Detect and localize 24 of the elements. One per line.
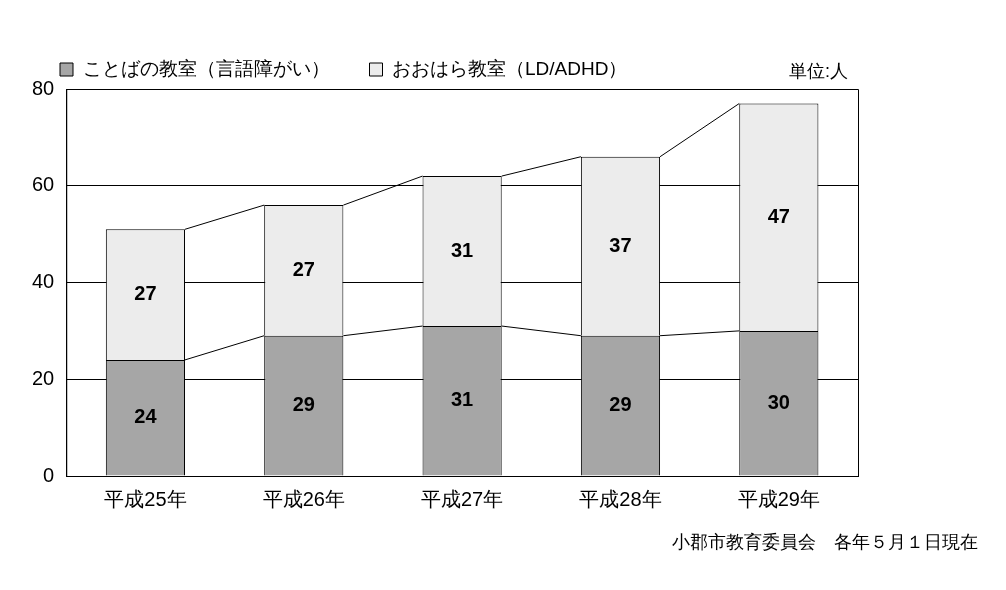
y-tick-label: 40 [32, 270, 55, 293]
legend-label: ことばの教室（言語障がい） [82, 57, 330, 79]
y-tick-label: 60 [32, 173, 55, 196]
legend-label: おおはら教室（LD/ADHD） [392, 57, 628, 79]
x-tick-label: 平成29年 [737, 487, 820, 510]
y-tick-label: 0 [43, 463, 55, 486]
x-tick-label: 平成28年 [579, 487, 662, 510]
data-label: 31 [451, 238, 474, 261]
data-label: 29 [292, 393, 315, 416]
y-tick-label: 20 [32, 366, 55, 389]
data-label: 30 [767, 390, 790, 413]
text: 単位:人 [788, 60, 848, 81]
data-label: 31 [451, 388, 474, 411]
y-tick-label: 80 [32, 76, 55, 99]
text: 小郡市教育委員会 各年５月１日現在 [672, 531, 978, 552]
x-tick-label: 平成25年 [104, 487, 187, 510]
data-label: 27 [292, 257, 315, 280]
data-label: 29 [609, 393, 632, 416]
data-label: 37 [609, 233, 632, 256]
x-tick-label: 平成26年 [262, 487, 345, 510]
data-label: 47 [767, 204, 790, 227]
data-label: 24 [134, 405, 158, 428]
x-tick-label: 平成27年 [421, 487, 504, 510]
data-label: 27 [134, 282, 157, 305]
